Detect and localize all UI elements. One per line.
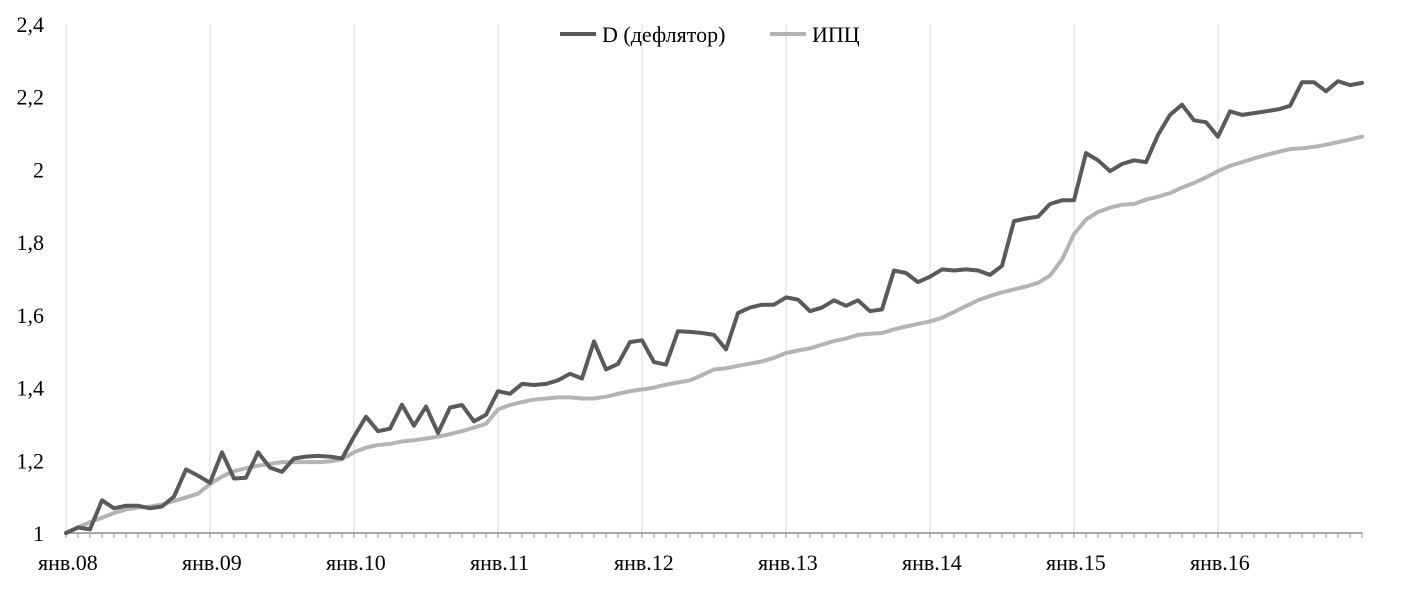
y-tick-label: 1,6 [17,303,45,328]
y-tick-label: 2,2 [17,85,45,110]
x-tick-label: янв.08 [38,550,98,575]
y-tick-label: 1,2 [17,448,45,473]
x-tick-label: янв.14 [902,550,962,575]
y-tick-label: 1,8 [17,230,45,255]
x-tick-label: янв.11 [470,550,529,575]
y-axis-tick-labels: 1 1,2 1,4 1,6 1,8 2 2,2 2,4 [17,12,45,546]
x-axis [65,532,1363,538]
y-tick-label: 1 [33,521,44,546]
series-lines [64,79,1364,535]
series-line-deflator [64,79,1364,535]
series-line-cpi [64,134,1364,535]
x-axis-tick-labels: янв.08 янв.09 янв.10 янв.11 янв.12 янв.13 янв.… [38,550,1250,575]
x-tick-label: янв.15 [1046,550,1106,575]
legend-label-deflator: D (дефлятор) [602,22,725,47]
x-tick-label: янв.10 [326,550,386,575]
x-tick-label: янв.16 [1190,550,1250,575]
x-tick-label: янв.09 [182,550,242,575]
x-tick-label: янв.12 [614,550,674,575]
y-tick-label: 1,4 [17,376,45,401]
gridlines [65,24,1219,533]
legend-label-cpi: ИПЦ [812,22,860,47]
legend: D (дефлятор) ИПЦ [560,22,860,47]
x-tick-label: янв.13 [758,550,818,575]
y-tick-label: 2 [33,157,44,182]
y-tick-label: 2,4 [17,12,45,37]
